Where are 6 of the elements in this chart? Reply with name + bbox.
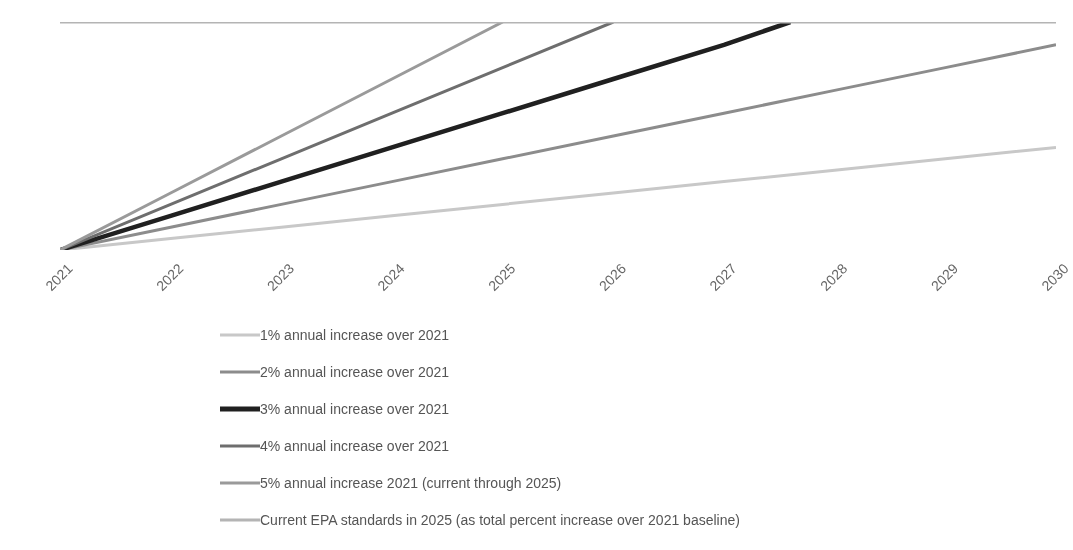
legend-label: 2% annual increase over 2021 bbox=[260, 363, 450, 380]
legend-label: 1% annual increase over 2021 bbox=[260, 326, 450, 343]
legend-label: 3% annual increase over 2021 bbox=[260, 400, 450, 417]
legend-label: 5% annual increase 2021 (current through 2025) bbox=[260, 474, 562, 491]
legend-label: Current EPA standards in 2025 (as total percent increase over 2021 baseline) bbox=[260, 511, 740, 528]
legend-label: 4% annual increase over 2021 bbox=[260, 437, 450, 454]
